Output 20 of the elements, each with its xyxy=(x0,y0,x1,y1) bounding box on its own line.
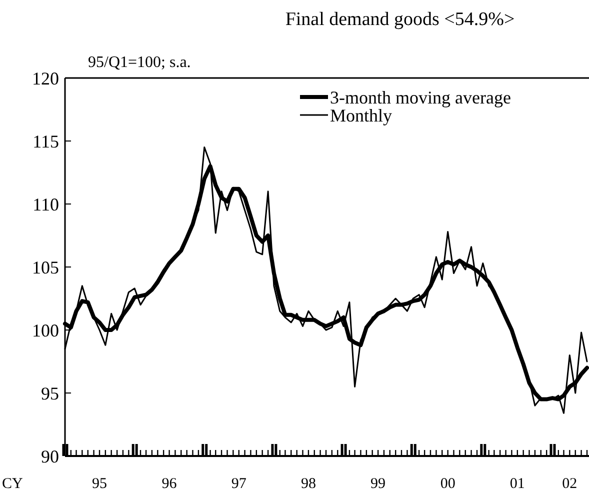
x-tick-label: 01 xyxy=(510,476,525,492)
y-tick-label: 115 xyxy=(32,131,59,152)
legend-label: Monthly xyxy=(330,105,392,126)
y-tick-label: 110 xyxy=(32,194,59,214)
y-tick-label: 120 xyxy=(32,68,59,88)
x-tick-label: 98 xyxy=(300,476,316,492)
chart-subtitle: 95/Q1=100; s.a. xyxy=(88,54,191,71)
x-tick-label: 96 xyxy=(162,476,178,492)
x-tick-label: 02 xyxy=(562,476,578,492)
x-tick-label: 00 xyxy=(440,476,456,492)
y-tick-label: 90 xyxy=(41,446,59,466)
x-tick-label: 97 xyxy=(231,476,247,492)
y-tick-label: 95 xyxy=(41,383,59,404)
x-tick-label: 95 xyxy=(92,476,108,492)
x-axis-title: CY xyxy=(2,476,24,492)
y-tick-label: 100 xyxy=(32,320,59,340)
chart-title: Final demand goods <54.9%> xyxy=(285,9,515,30)
legend-label: 3-month moving average xyxy=(330,87,511,108)
x-tick-label: 99 xyxy=(370,476,386,492)
y-tick-label: 105 xyxy=(32,257,59,278)
